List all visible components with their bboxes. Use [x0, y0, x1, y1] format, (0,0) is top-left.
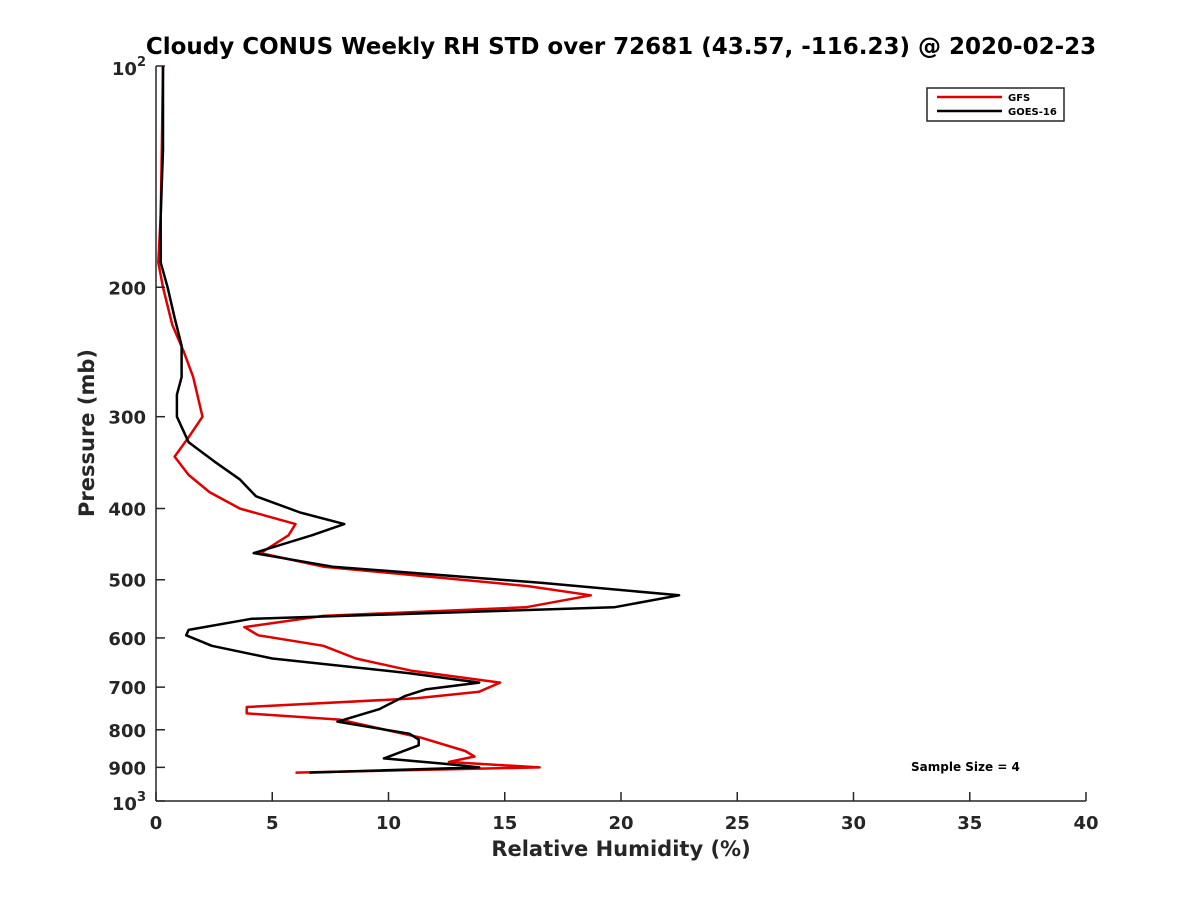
y-axis-label: Pressure (mb): [75, 349, 99, 517]
x-tick-label: 10: [376, 813, 401, 834]
x-tick-label: 15: [492, 813, 517, 834]
sample-size-annotation: Sample Size = 4: [911, 760, 1020, 774]
x-axis-label: Relative Humidity (%): [491, 837, 750, 861]
x-tick-label: 25: [725, 813, 750, 834]
y-tick-label: 500: [108, 571, 146, 592]
x-tick-label: 5: [266, 813, 279, 834]
legend-label: GOES-16: [1008, 107, 1057, 118]
y-tick-label: 700: [108, 678, 146, 699]
x-tick-label: 20: [608, 813, 633, 834]
x-tick-label: 35: [957, 813, 982, 834]
legend: GFS GOES-16: [926, 87, 1065, 122]
y-axis-ticks: 102 200 300 400 500 600 700 800 900 103: [108, 55, 165, 815]
y-tick-label: 600: [108, 629, 146, 650]
x-axis-ticks: 0 5 10 15 20 25 30 35 40: [150, 792, 1099, 834]
series-line-gfs: [157, 65, 593, 774]
y-tick-label: 103: [112, 790, 146, 815]
y-tick-label: 400: [108, 500, 146, 521]
y-tick-label: 300: [108, 408, 146, 429]
x-tick-label: 30: [841, 813, 866, 834]
legend-label: GFS: [1008, 93, 1030, 104]
x-tick-label: 40: [1073, 813, 1098, 834]
y-tick-label: 900: [108, 758, 146, 779]
legend-box: [926, 87, 1065, 122]
series-line-goes-16: [159, 66, 681, 774]
y-tick-label: 200: [108, 278, 146, 299]
y-tick-label: 102: [112, 55, 146, 80]
x-tick-label: 0: [150, 813, 163, 834]
chart-title: Cloudy CONUS Weekly RH STD over 72681 (4…: [146, 34, 1096, 60]
plot-lines: [157, 65, 681, 774]
y-tick-label: 800: [108, 721, 146, 742]
